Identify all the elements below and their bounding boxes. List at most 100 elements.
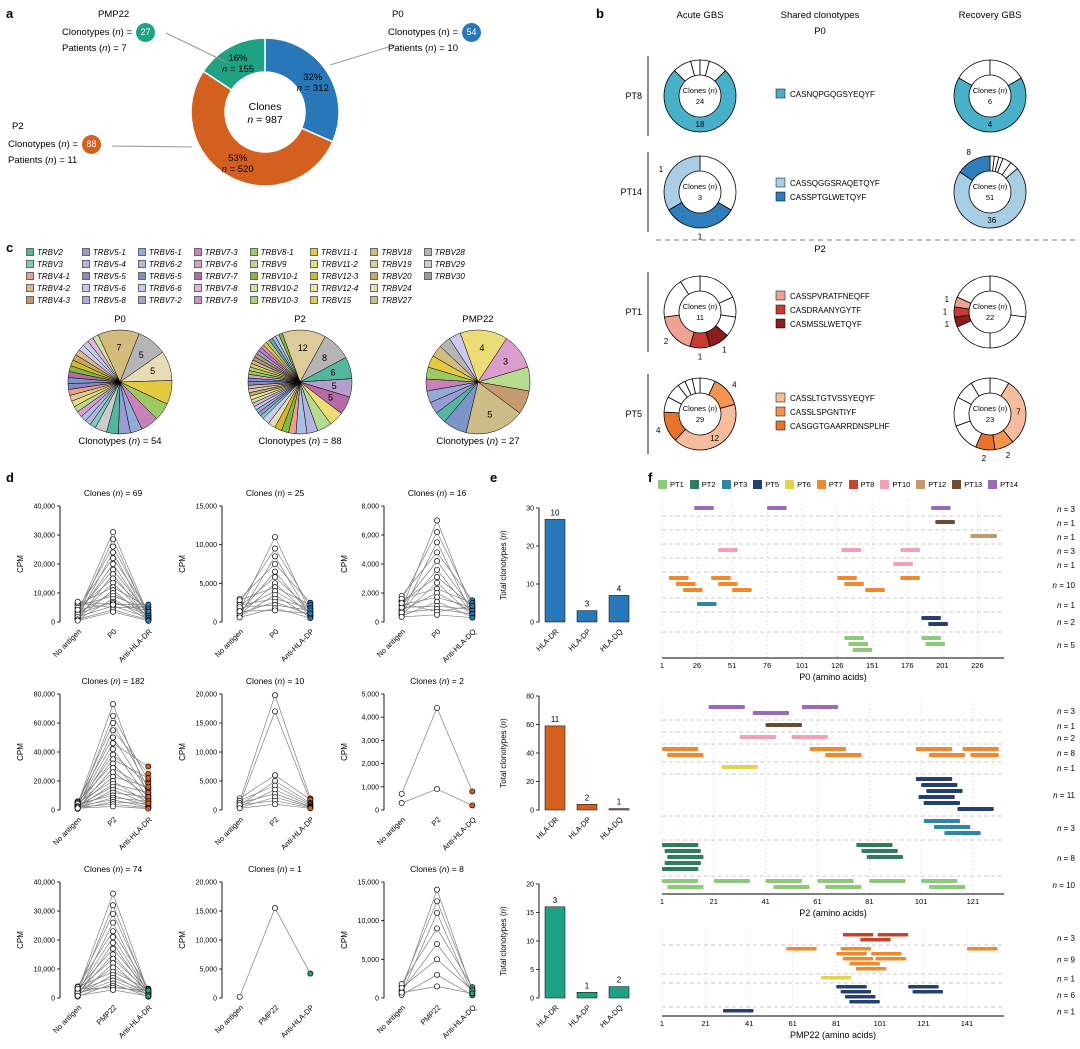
trbv-legend-item: TRBV6-2 (137, 258, 182, 270)
trbv-legend-item: TRBV20 (370, 270, 412, 282)
patient-legend-item: PT8 (848, 480, 874, 489)
svg-text:4: 4 (617, 584, 622, 593)
svg-text:2: 2 (982, 454, 987, 463)
svg-text:0: 0 (530, 996, 534, 1003)
svg-text:Clones (n): Clones (n) (683, 86, 718, 95)
svg-text:40,000: 40,000 (34, 504, 56, 511)
svg-text:8: 8 (322, 353, 327, 363)
svg-text:15,000: 15,000 (196, 909, 218, 916)
trbv-legend-item: TRBV7-7 (193, 270, 238, 282)
svg-text:20,000: 20,000 (196, 692, 218, 699)
patient-color-swatch (658, 480, 667, 489)
panel-f-epitopes-p2: n = 3 n = 1 n = 2 n = 8 n = 1 n = 11 n = 3 n = … (660, 700, 1076, 918)
svg-text:5: 5 (328, 393, 333, 403)
svg-text:1: 1 (617, 798, 622, 807)
svg-text:n = 3: n = 3 (1057, 707, 1076, 716)
panel-d-plot-pmp22-dq: Clones (n) = 8 0 5,000 10,000 15,000 CPM No an… (340, 864, 478, 1040)
callout-pmp22-patients: Patients (n) = 7 (62, 42, 127, 54)
svg-text:P0 (amino acids): P0 (amino acids) (799, 672, 867, 682)
svg-text:3: 3 (585, 600, 590, 609)
svg-text:Anti-HLA-DQ: Anti-HLA-DQ (440, 815, 477, 852)
svg-text:n = 10: n = 10 (1053, 881, 1076, 890)
svg-text:Clones (n) = 16: Clones (n) = 16 (408, 488, 467, 498)
svg-text:n = 3: n = 3 (1057, 824, 1076, 833)
svg-text:0: 0 (375, 620, 379, 627)
trbv-color-swatch (249, 284, 258, 292)
svg-text:61: 61 (789, 1019, 797, 1028)
svg-text:No antigen: No antigen (375, 627, 407, 659)
svg-text:n = 1: n = 1 (1057, 601, 1076, 610)
svg-text:121: 121 (917, 1019, 930, 1028)
svg-text:Clones (n) = 182: Clones (n) = 182 (81, 676, 144, 686)
trbv-color-swatch (249, 296, 258, 304)
clonotype-count-badge-p2: 88 (82, 134, 101, 154)
panel-d-plot-pmp22-dp: Clones (n) = 1 0 5,000 10,000 15,000 20,000 CP… (178, 864, 316, 1040)
svg-text:12: 12 (710, 434, 719, 443)
svg-text:1: 1 (698, 233, 703, 242)
trbv-legend-item: TRBV29 (423, 258, 465, 270)
svg-text:30,000: 30,000 (34, 533, 56, 540)
panel-e-label: e (490, 470, 498, 485)
svg-text:PMP22: PMP22 (257, 1003, 281, 1027)
trbv-color-swatch (309, 260, 318, 268)
svg-text:n = 1: n = 1 (1057, 722, 1076, 731)
trbv-legend-item: TRBV8-1 (249, 246, 298, 258)
trbv-color-swatch (26, 284, 34, 292)
trbv-legend-item: TRBV5-6 (81, 282, 126, 294)
callout-pmp22-clonotypes: Clonotypes (n) = 27 (62, 22, 155, 42)
panel-c-label: c (6, 240, 14, 255)
patient-legend-item: PT3 (721, 480, 747, 489)
pie-caption-p0: Clonotypes (n) = 54 (78, 436, 162, 447)
svg-text:10: 10 (526, 939, 534, 946)
trbv-color-swatch (137, 296, 146, 304)
svg-text:0: 0 (213, 808, 217, 815)
svg-text:CPM: CPM (178, 743, 187, 761)
trbv-color-swatch (137, 260, 146, 268)
trbv-legend-item: TRBV5-4 (81, 258, 126, 270)
svg-text:No antigen: No antigen (375, 815, 407, 847)
svg-text:Anti-HLA-DP: Anti-HLA-DP (279, 1003, 316, 1040)
patient-legend-item: PT6 (785, 480, 811, 489)
svg-text:n = 3: n = 3 (1057, 934, 1076, 943)
patient-color-swatch (988, 480, 998, 489)
trbv-color-swatch (309, 296, 318, 304)
header-shared-clonotypes: Shared clonotypes (780, 10, 860, 21)
svg-text:n = 11: n = 11 (1053, 791, 1075, 800)
trbv-color-swatch (423, 248, 432, 256)
svg-text:5,000: 5,000 (199, 779, 217, 786)
svg-text:10: 10 (526, 582, 534, 589)
svg-text:n = 5: n = 5 (1057, 641, 1076, 650)
trbv-color-swatch (370, 260, 379, 268)
svg-text:PT1: PT1 (625, 307, 642, 317)
callout-p2-clonotypes: Clonotypes (n) = 88 (8, 134, 101, 154)
trbv-color-swatch (193, 248, 202, 256)
svg-text:36: 36 (987, 216, 996, 225)
svg-text:HLA-DP: HLA-DP (567, 1003, 593, 1029)
svg-text:15,000: 15,000 (358, 880, 380, 887)
trbv-legend-item: TRBV7-2 (137, 294, 182, 306)
svg-text:CPM: CPM (340, 743, 349, 761)
trbv-color-swatch (81, 248, 90, 256)
trbv-legend-item: TRBV6-1 (137, 246, 182, 258)
svg-text:CASSLTGTVSSYEQYF: CASSLTGTVSSYEQYF (790, 394, 875, 403)
svg-text:80,000: 80,000 (34, 692, 56, 699)
svg-text:No antigen: No antigen (51, 1003, 83, 1035)
panel-d-plot-pmp22-dr: Clones (n) = 74 0 10,000 20,000 30,000 40,000… (16, 864, 154, 1040)
svg-text:CASMSSLWETQYF: CASMSSLWETQYF (790, 320, 862, 329)
svg-text:141: 141 (961, 1019, 974, 1028)
panel-e-bars-p0: 0 10 20 30 Total clonotypes (n) 10 HLA-DR 3 HLA-… (499, 506, 630, 653)
svg-text:PT14: PT14 (620, 187, 642, 197)
svg-text:CPM: CPM (178, 931, 187, 949)
svg-text:Clones (n): Clones (n) (973, 182, 1008, 191)
svg-text:CASDRAANYGYTF: CASDRAANYGYTF (790, 306, 861, 315)
svg-text:CASSLSPGNTIYF: CASSLSPGNTIYF (790, 408, 856, 417)
svg-text:2: 2 (617, 976, 622, 985)
svg-text:20,000: 20,000 (34, 779, 56, 786)
svg-text:n = 6: n = 6 (1057, 991, 1076, 1000)
svg-text:n = 8: n = 8 (1057, 749, 1076, 758)
patient-legend-item: PT1 (658, 480, 684, 489)
patient-color-swatch (916, 480, 926, 489)
svg-text:20: 20 (526, 882, 534, 889)
